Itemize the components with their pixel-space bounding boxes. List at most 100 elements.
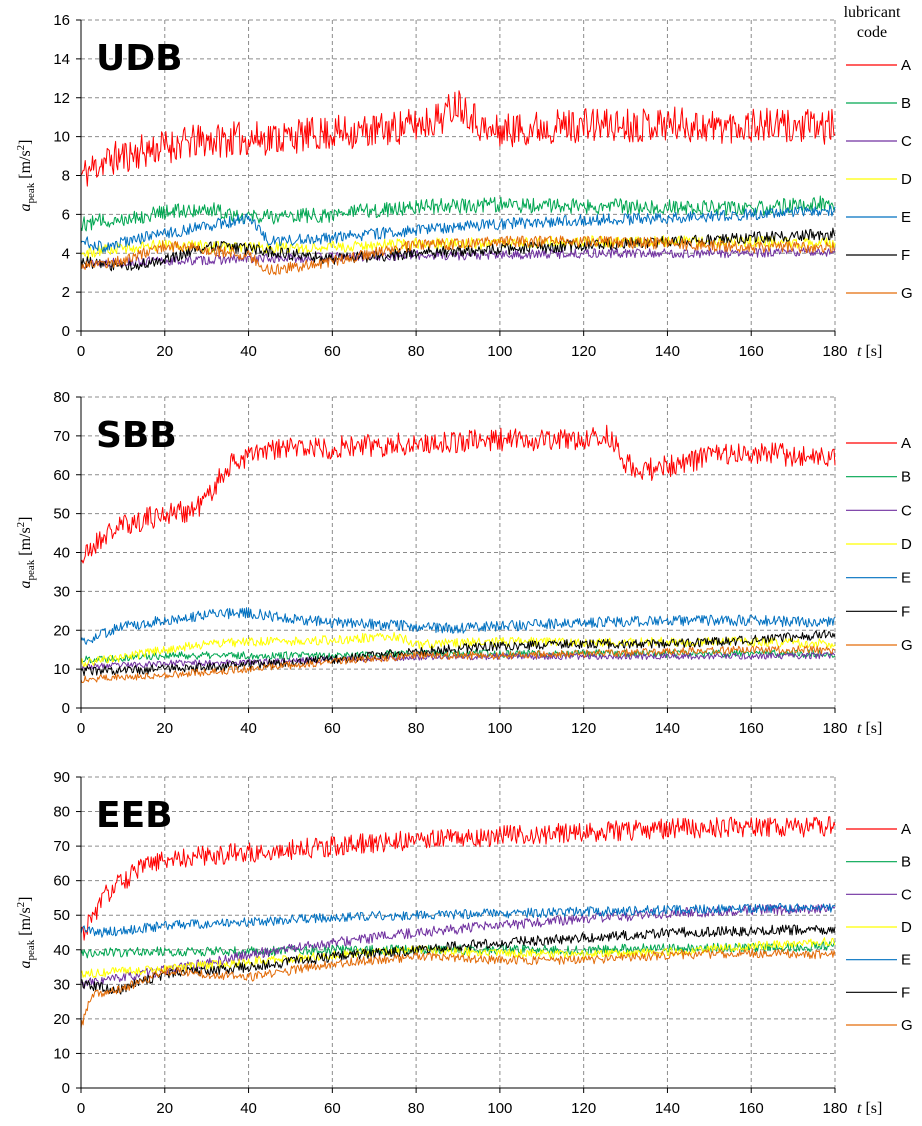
panel-label: UDB [96,38,183,79]
legend-label-b: B [901,95,911,112]
y-tick-label: 50 [53,506,70,523]
series-line-eeb-c [80,903,836,990]
y-tick-label: 10 [53,129,70,146]
y-tick-label: 60 [53,467,70,484]
x-tick-label: 100 [487,343,512,360]
legend-label-c: C [901,886,912,903]
legend-label-f: F [901,603,910,620]
y-tick-label: 10 [53,661,70,678]
y-tick-label: 0 [62,1080,70,1097]
x-tick-label: 140 [655,1100,680,1117]
y-tick-label: 20 [53,1011,70,1028]
y-tick-label: 2 [62,284,70,301]
x-tick-label: 180 [822,343,847,360]
x-tick-label: 40 [240,343,257,360]
x-tick-label: 0 [77,1100,85,1117]
y-tick-label: 40 [53,545,70,562]
series-line-sbb-c [80,652,836,671]
y-tick-label: 50 [53,907,70,924]
series-line-sbb-a [80,424,836,564]
x-tick-label: 120 [571,1100,596,1117]
x-tick-label: 160 [739,343,764,360]
x-tick-label: 20 [156,343,173,360]
legend-label-e: E [901,952,911,969]
y-tick-label: 0 [62,700,70,717]
legend-label-f: F [901,984,910,1001]
panel-eeb: 0 10 20 30 40 50 60 70 80 90 0 20 40 60 80 100 120 140 160… [15,769,913,1117]
y-tick-label: 80 [53,804,70,821]
x-tick-label: 160 [739,720,764,737]
y-tick-label: 8 [62,168,70,185]
legend-label-g: G [901,1017,913,1034]
legend-header-line2: code [857,24,887,41]
series-line-sbb-e [80,607,836,645]
x-tick-label: 40 [240,720,257,737]
legend-label-c: C [901,502,912,519]
series-line-udb-g [80,235,836,276]
legend-label-a: A [901,821,911,838]
y-tick-label: 40 [53,942,70,959]
legend-label-d: D [901,919,912,936]
series-line-eeb-f [80,924,836,995]
legend-label-e: E [901,570,911,587]
series-line-udb-c [80,246,836,269]
legend-label-b: B [901,854,911,871]
y-tick-label: 20 [53,622,70,639]
x-tick-label: 120 [571,343,596,360]
y-tick-label: 10 [53,1045,70,1062]
x-tick-label: 180 [822,720,847,737]
y-tick-label: 14 [53,51,70,68]
y-tick-label: 30 [53,976,70,993]
x-tick-label: 100 [487,1100,512,1117]
y-tick-label: 30 [53,583,70,600]
x-tick-label: 60 [324,720,341,737]
x-tick-label: 20 [156,1100,173,1117]
x-tick-label: 0 [77,720,85,737]
legend-label-a: A [901,435,911,452]
y-tick-label: 60 [53,873,70,890]
series-line-udb-b [80,195,836,232]
x-tick-label: 140 [655,720,680,737]
x-tick-label: 60 [324,1100,341,1117]
y-tick-label: 70 [53,838,70,855]
x-axis-label: t [s] [857,720,882,737]
series-line-eeb-a [80,816,836,941]
x-tick-label: 140 [655,343,680,360]
y-tick-label: 16 [53,12,70,29]
legend-label-f: F [901,247,910,264]
series-line-sbb-g [80,645,836,683]
panel-label: EEB [96,795,173,836]
x-axis-label: t [s] [857,343,882,360]
panel-label: SBB [96,415,177,456]
series-line-udb-f [80,227,836,272]
legend-label-g: G [901,637,913,654]
y-tick-label: 90 [53,769,70,786]
panel-sbb: 0 10 20 30 40 50 60 70 80 0 20 40 60 80 100 120 140 160 18… [15,389,913,737]
x-tick-label: 80 [408,343,425,360]
legend-label-d: D [901,536,912,553]
y-tick-label: 4 [62,245,70,262]
x-tick-label: 100 [487,720,512,737]
series-line-sbb-d [80,632,836,668]
legend-label-g: G [901,285,913,302]
x-tick-label: 80 [408,1100,425,1117]
x-tick-label: 80 [408,720,425,737]
series-line-eeb-e [80,903,836,938]
legend-label-b: B [901,469,911,486]
legend-label-c: C [901,133,912,150]
y-tick-label: 12 [53,90,70,107]
y-tick-label: 80 [53,389,70,406]
y-axis-label: apeak [m/s2] [15,896,37,968]
x-tick-label: 40 [240,1100,257,1117]
x-tick-label: 160 [739,1100,764,1117]
y-tick-label: 0 [62,323,70,340]
x-tick-label: 0 [77,343,85,360]
series-line-sbb-b [80,649,836,664]
y-axis-label: apeak [m/s2] [15,139,37,211]
y-tick-label: 70 [53,428,70,445]
x-tick-label: 180 [822,1100,847,1117]
x-tick-label: 20 [156,720,173,737]
legend-label-d: D [901,171,912,188]
